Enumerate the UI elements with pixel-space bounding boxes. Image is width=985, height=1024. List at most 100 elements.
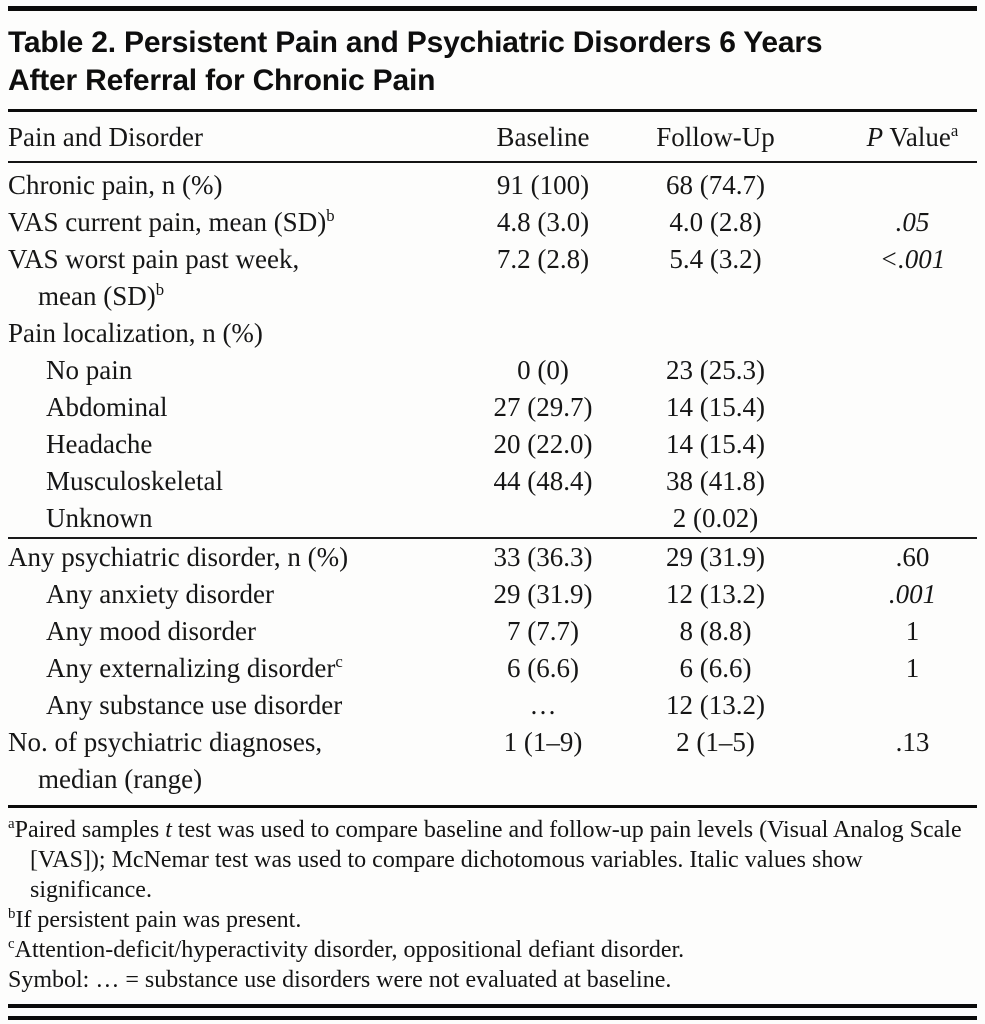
row-label: No. of psychiatric diagnoses, median (ran… (8, 724, 463, 798)
table-row: Musculoskeletal 44 (48.4) 38 (41.8) (8, 463, 977, 500)
row-label: No pain (46, 355, 133, 385)
table-row: Any externalizing disorderc 6 (6.6) 6 (6.6… (8, 650, 977, 687)
p-value: .05 (895, 207, 930, 237)
row-label: Headache (46, 429, 153, 459)
follow-up-value: 12 (13.2) (666, 690, 765, 720)
baseline-value: 7.2 (2.8) (496, 244, 590, 274)
p-value: .13 (895, 727, 930, 757)
table-row: VAS current pain, mean (SD)b 4.8 (3.0) 4.0… (8, 204, 977, 241)
table-row: VAS worst pain past week, mean (SD)b 7.2 (… (8, 241, 977, 315)
p-value: 1 (905, 616, 920, 646)
row-label-continued: median (range) (38, 764, 203, 794)
p-value (808, 687, 977, 724)
footnote: Symbol: … = substance use disorders were… (8, 967, 672, 993)
footnotes: aPaired samples t test was used to compa… (8, 815, 977, 995)
table-row: No pain 0 (0) 23 (25.3) (8, 352, 977, 389)
p-value (808, 500, 977, 538)
follow-up-value: 6 (6.6) (679, 653, 752, 683)
row-label: Musculoskeletal (46, 466, 223, 496)
baseline-value: 6 (6.6) (507, 653, 579, 683)
follow-up-value: 14 (15.4) (666, 429, 765, 459)
footnote: aPaired samples t test was used to compa… (8, 816, 962, 903)
baseline-value: 4.8 (3.0) (496, 207, 590, 237)
p-value: <.001 (879, 244, 946, 274)
p-value-footnote-marker: a (950, 121, 959, 140)
footnote: cAttention-deficit/hyperactivity disorde… (8, 936, 685, 963)
row-label: VAS current pain, mean (SD)b (8, 206, 335, 237)
p-value-rest: Value (883, 122, 951, 152)
baseline-value: 7 (7.7) (507, 616, 579, 646)
baseline-value: 29 (31.9) (493, 579, 593, 609)
table-row: Headache 20 (22.0) 14 (15.4) (8, 426, 977, 463)
header-row: Pain and Disorder Baseline Follow-Up P V… (8, 112, 977, 163)
baseline-value: 27 (29.7) (493, 392, 593, 422)
p-value (808, 162, 977, 204)
data-table: Pain and Disorder Baseline Follow-Up P V… (8, 112, 977, 798)
table-row: Pain localization, n (%) (8, 315, 977, 352)
follow-up-value: 23 (25.3) (666, 355, 765, 385)
column-header-p-value: P Valuea (808, 112, 977, 163)
row-label: Any externalizing disorderc (46, 652, 343, 683)
table-row: Abdominal 27 (29.7) 14 (15.4) (8, 389, 977, 426)
follow-up-value: 5.4 (3.2) (669, 244, 762, 274)
baseline-value: 33 (36.3) (463, 537, 623, 576)
table-body: Chronic pain, n (%) 91 (100) 68 (74.7) VAS … (8, 162, 977, 798)
title-rule (8, 109, 977, 112)
row-label: Pain localization, n (%) (8, 318, 263, 348)
table-title: Table 2. Persistent Pain and Psychiatric… (8, 24, 977, 100)
row-label: Chronic pain, n (%) (8, 170, 223, 200)
follow-up-value: 14 (15.4) (666, 392, 765, 422)
follow-up-value: 4.0 (2.8) (669, 207, 762, 237)
follow-up-value: 2 (1–5) (676, 727, 755, 757)
table-title-line2: After Referral for Chronic Pain (8, 64, 436, 97)
p-value (808, 389, 977, 426)
row-label: Any anxiety disorder (46, 579, 274, 609)
follow-up-value: 29 (31.9) (623, 537, 808, 576)
bottom-rule-2 (8, 1016, 977, 1020)
p-value: 1 (905, 653, 920, 683)
baseline-value: 91 (100) (496, 170, 590, 200)
p-value: .001 (888, 579, 937, 609)
top-rule (8, 6, 977, 11)
row-label: VAS worst pain past week, mean (SD)b (8, 241, 463, 315)
follow-up-value: 68 (74.7) (666, 170, 765, 200)
footnote-rule (8, 805, 977, 808)
follow-up-value: 12 (13.2) (666, 579, 765, 609)
p-value-italic-p: P (866, 122, 884, 152)
follow-up-value (623, 315, 808, 352)
row-label: Abdominal (46, 392, 168, 422)
baseline-value: 1 (1–9) (503, 727, 583, 757)
table-row: Any anxiety disorder 29 (31.9) 12 (13.2) .0… (8, 576, 977, 613)
footnote: bIf persistent pain was present. (8, 906, 302, 933)
table-title-line1: Table 2. Persistent Pain and Psychiatric… (8, 26, 823, 59)
table-row: Any mood disorder 7 (7.7) 8 (8.8) 1 (8, 613, 977, 650)
baseline-value (463, 500, 623, 538)
baseline-value: 44 (48.4) (493, 466, 593, 496)
p-value (808, 315, 977, 352)
row-label: Any psychiatric disorder, n (%) (8, 537, 463, 576)
column-header-follow-up: Follow-Up (623, 112, 808, 163)
follow-up-value: 8 (8.8) (679, 616, 752, 646)
row-label: Unknown (46, 503, 153, 533)
row-label: Any substance use disorder (46, 690, 343, 720)
p-value (808, 352, 977, 389)
column-header-pain-and-disorder: Pain and Disorder (8, 112, 463, 163)
table-row: Any substance use disorder … 12 (13.2) (8, 687, 977, 724)
column-header-baseline: Baseline (463, 112, 623, 163)
follow-up-value: 38 (41.8) (666, 466, 765, 496)
bottom-rule-1 (8, 1004, 977, 1008)
table-row: Chronic pain, n (%) 91 (100) 68 (74.7) (8, 162, 977, 204)
follow-up-value: 2 (0.02) (672, 503, 759, 533)
row-label-continued: mean (SD)b (38, 280, 165, 311)
baseline-value (463, 315, 623, 352)
baseline-value: 0 (0) (517, 355, 569, 385)
table-row: Unknown 2 (0.02) (8, 500, 977, 538)
table-row: Any psychiatric disorder, n (%) 33 (36.3)… (8, 537, 977, 576)
baseline-value: 20 (22.0) (493, 429, 593, 459)
table-row: No. of psychiatric diagnoses, median (ran… (8, 724, 977, 798)
p-value: .60 (808, 537, 977, 576)
p-value (808, 426, 977, 463)
row-label: Any mood disorder (46, 616, 256, 646)
p-value (808, 463, 977, 500)
